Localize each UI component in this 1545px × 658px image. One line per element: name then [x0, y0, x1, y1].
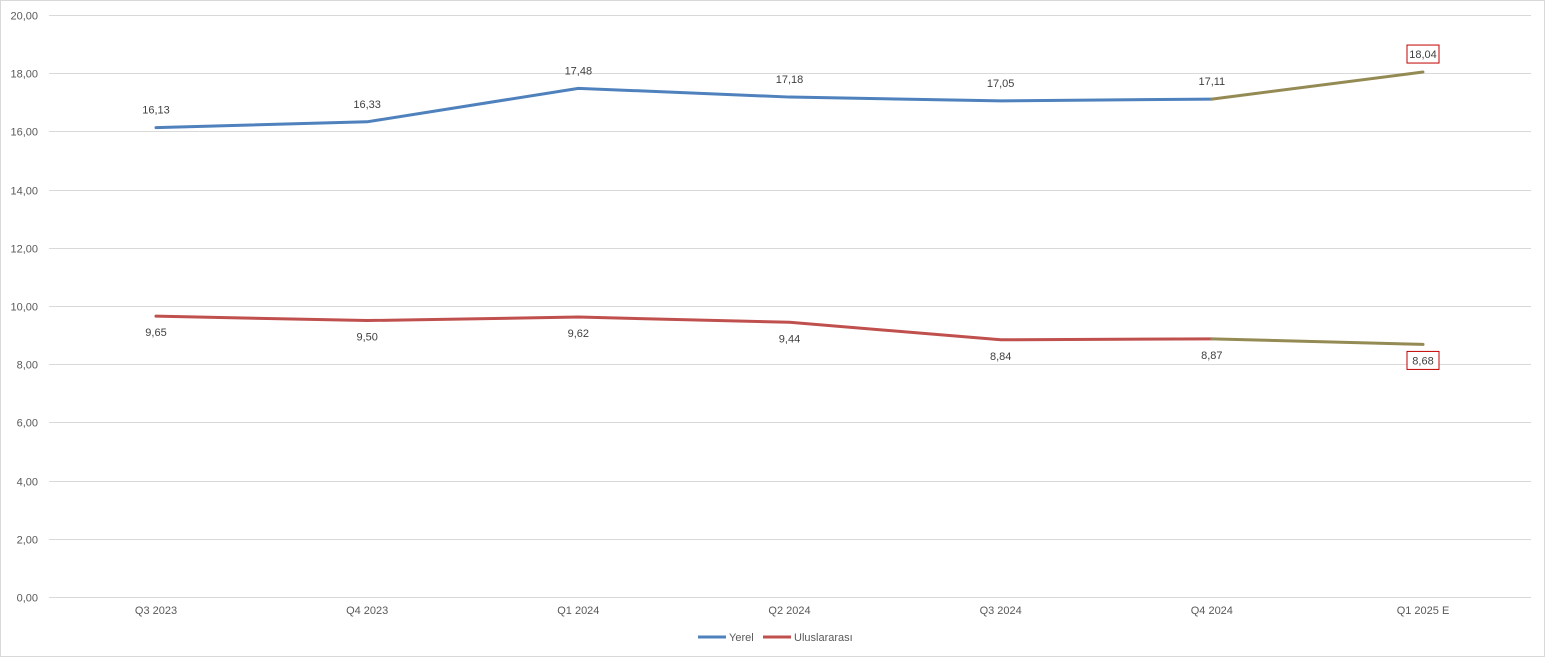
y-tick-label: 20,00 [10, 11, 38, 23]
x-tick-label: Q2 2024 [768, 605, 810, 617]
x-tick-label: Q4 2024 [1191, 605, 1233, 617]
estimate-label-box [1406, 44, 1440, 64]
data-label: 9,62 [568, 328, 589, 340]
y-tick-label: 2,00 [17, 535, 38, 547]
series-lines [154, 70, 1425, 346]
estimate-segment [1210, 70, 1425, 101]
y-tick-label: 18,00 [10, 69, 38, 81]
gridlines [49, 15, 1531, 598]
estimate-segment [1210, 337, 1425, 346]
data-label: 17,48 [565, 65, 593, 77]
data-label: 8,68 [1412, 355, 1433, 367]
y-axis-tick-labels: 0,00 2,00 4,00 6,00 8,00 10,00 12,00 14,00 16,00… [10, 11, 38, 605]
y-tick-label: 14,00 [10, 186, 38, 198]
series-line-yerel [154, 86, 1214, 130]
data-label: 9,65 [145, 327, 166, 339]
data-label: 17,05 [987, 78, 1015, 90]
data-label: 9,44 [779, 333, 800, 345]
legend-label: Uluslararası [794, 632, 853, 644]
x-tick-label: Q1 2025 E [1397, 605, 1450, 617]
y-tick-label: 8,00 [17, 360, 38, 372]
legend: Yerel Uluslararası [698, 632, 853, 644]
data-label: 16,13 [142, 105, 170, 117]
data-label: 18,04 [1409, 49, 1437, 61]
data-labels: 16,13 16,33 17,48 17,18 17,05 17,11 18,04 9,65 9… [142, 44, 1440, 370]
data-label: 8,84 [990, 351, 1011, 363]
series-line-uluslararasi [154, 314, 1214, 342]
data-label: 16,33 [353, 99, 381, 111]
x-tick-label: Q3 2023 [135, 605, 177, 617]
y-tick-label: 12,00 [10, 244, 38, 256]
data-label: 8,87 [1201, 350, 1222, 362]
x-tick-label: Q4 2023 [346, 605, 388, 617]
y-tick-label: 6,00 [17, 418, 38, 430]
legend-label: Yerel [729, 632, 754, 644]
x-axis-tick-labels: Q3 2023 Q4 2023 Q1 2024 Q2 2024 Q3 2024 Q4 20… [135, 605, 1449, 617]
x-tick-label: Q3 2024 [980, 605, 1022, 617]
data-label: 17,18 [776, 74, 804, 86]
data-label: 9,50 [356, 332, 377, 344]
x-tick-label: Q1 2024 [557, 605, 599, 617]
y-tick-label: 10,00 [10, 302, 38, 314]
y-tick-label: 16,00 [10, 127, 38, 139]
y-tick-label: 4,00 [17, 477, 38, 489]
data-label: 17,11 [1198, 76, 1225, 88]
estimate-label-box [1406, 350, 1440, 370]
y-tick-label: 0,00 [17, 593, 38, 605]
